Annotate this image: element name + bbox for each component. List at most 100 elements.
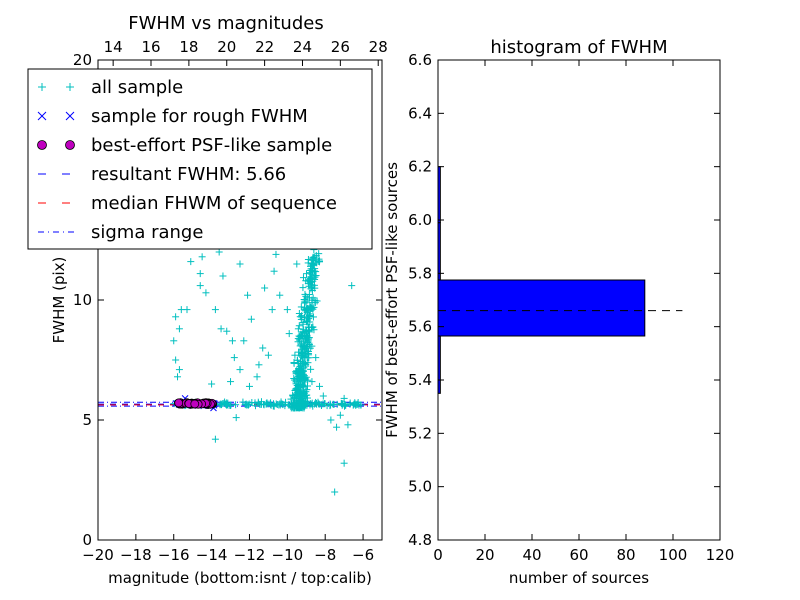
scatter-point — [297, 392, 305, 400]
x-tick-label: −6 — [352, 546, 374, 564]
y-tick-label: 5.0 — [408, 478, 432, 496]
legend-label: sample for rough FWHM — [91, 106, 308, 127]
top-tick-label: 26 — [331, 38, 350, 56]
y-tick-label: 6.4 — [408, 104, 432, 122]
scatter-point — [174, 373, 182, 381]
scatter-point — [310, 253, 318, 261]
scatter-point — [309, 313, 317, 321]
scatter-point — [211, 435, 219, 443]
legend-label: best-effort PSF-like sample — [91, 135, 332, 156]
scatter-point — [236, 260, 244, 268]
scatter-point — [351, 399, 359, 407]
scatter-point — [242, 401, 250, 409]
scatter-point — [272, 250, 280, 258]
scatter-point — [264, 351, 272, 359]
legend-label: median FHWM of sequence — [91, 193, 337, 214]
y-tick-label: 6.6 — [408, 51, 432, 69]
x-tick-label: −16 — [158, 546, 190, 564]
scatter-point — [304, 333, 312, 341]
y-tick-label: 5.6 — [408, 318, 432, 336]
scatter-point — [285, 400, 293, 408]
scatter-point — [216, 400, 224, 408]
scatter-point — [288, 400, 296, 408]
scatter-point — [230, 354, 238, 362]
scatter-point — [236, 366, 244, 374]
scatter-point — [215, 248, 223, 256]
scatter-point — [296, 375, 304, 383]
y-tick-label: 6.2 — [408, 158, 432, 176]
scatter-point — [244, 291, 252, 299]
scatter-point — [299, 342, 307, 350]
scatter-point — [315, 250, 323, 258]
scatter-point — [307, 365, 315, 373]
scatter-point — [219, 272, 227, 280]
y-tick-label-top: 20 — [73, 51, 92, 69]
legend-entry: all sample — [38, 77, 183, 98]
histogram-title: histogram of FWHM — [490, 37, 667, 58]
scatter-point — [298, 351, 306, 359]
scatter-point — [228, 337, 236, 345]
histogram-bars — [437, 166, 646, 394]
x-tick-label: 120 — [706, 546, 735, 564]
scatter-point — [303, 318, 311, 326]
scatter-point — [187, 258, 195, 266]
scatter-point — [319, 400, 327, 408]
scatter-point — [308, 378, 316, 386]
scatter-point — [261, 284, 269, 292]
histogram-panel: histogram of FWHM 0 20 40 60 80 100 120 4.8 5.0 5… — [383, 37, 734, 587]
x-tick-label: 60 — [569, 546, 588, 564]
scatter-point — [270, 400, 278, 408]
y-tick-label: 5.4 — [408, 371, 432, 389]
scatter-point — [295, 399, 303, 407]
x-tick-label: 20 — [475, 546, 494, 564]
scatter-point — [270, 267, 278, 275]
scatter-point — [304, 347, 312, 355]
legend-label: sigma range — [91, 222, 203, 243]
x-tick-label: −10 — [272, 546, 304, 564]
psf-sample-point — [190, 399, 200, 409]
scatter-point — [295, 322, 303, 330]
scatter-point — [227, 378, 235, 386]
x-tick-label: −12 — [234, 546, 266, 564]
scatter-point — [303, 270, 311, 278]
scatter-point — [172, 313, 180, 321]
scatter-point — [312, 399, 320, 407]
legend-entries: all sample sample for rough FWHM best-effo… — [37, 77, 337, 243]
scatter-point — [223, 327, 231, 335]
scatter-point — [245, 400, 253, 408]
scatter-point — [202, 289, 210, 297]
scatter-point — [319, 392, 327, 400]
scatter-point — [306, 274, 314, 282]
top-tick-label: 18 — [179, 38, 198, 56]
legend-box — [27, 68, 373, 250]
scatter-point — [175, 366, 183, 374]
scatter-point — [259, 344, 267, 352]
scatter-point — [172, 356, 180, 364]
scatter-point — [298, 359, 306, 367]
scatter-point — [211, 306, 219, 314]
top-tick-label: 20 — [217, 38, 236, 56]
legend-entry: best-effort PSF-like sample — [37, 135, 332, 156]
scatter-title: FWHM vs magnitudes — [128, 13, 323, 34]
legend-entry: sample for rough FWHM — [37, 106, 308, 127]
scatter-point — [276, 291, 284, 299]
histogram-x-axis-label: number of sources — [509, 569, 649, 587]
scatter-point — [316, 258, 324, 266]
top-axis-ticks: 14 16 18 20 22 24 26 28 — [104, 38, 388, 66]
legend-label: resultant FWHM: 5.66 — [91, 164, 286, 185]
scatter-legend: all sample sample for rough FWHM best-effo… — [27, 68, 373, 250]
scatter-plot-area — [98, 246, 382, 496]
y-tick-label: 0 — [82, 531, 92, 549]
scatter-point — [327, 416, 335, 424]
scatter-axis-ticks: −20 −18 −16 −14 −12 −10 −8 −6 0 5 10 20 — [73, 51, 382, 564]
scatter-point — [300, 373, 308, 381]
scatter-point — [273, 401, 281, 409]
scatter-point — [301, 298, 309, 306]
scatter-point — [223, 401, 231, 409]
scatter-point — [297, 315, 305, 323]
scatter-point — [304, 376, 312, 384]
x-tick-label: 40 — [522, 546, 541, 564]
scatter-point — [326, 402, 334, 410]
scatter-y-axis-label: FWHM (pix) — [50, 257, 68, 344]
